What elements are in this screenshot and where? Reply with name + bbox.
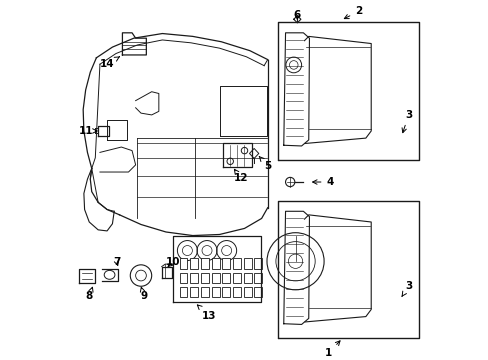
Bar bbox=[201, 258, 208, 269]
Bar bbox=[222, 287, 230, 297]
Bar bbox=[179, 258, 187, 269]
Text: 13: 13 bbox=[197, 305, 216, 320]
Text: 12: 12 bbox=[233, 169, 248, 184]
Text: 1: 1 bbox=[324, 341, 339, 358]
Text: 4: 4 bbox=[312, 177, 333, 187]
Bar bbox=[201, 273, 208, 283]
Bar bbox=[233, 273, 241, 283]
Bar bbox=[244, 258, 251, 269]
Bar bbox=[254, 258, 262, 269]
Bar bbox=[211, 287, 219, 297]
Bar bbox=[244, 273, 251, 283]
Bar bbox=[254, 287, 262, 297]
Text: 7: 7 bbox=[113, 257, 120, 267]
Text: 9: 9 bbox=[140, 287, 147, 301]
Text: 8: 8 bbox=[85, 287, 93, 301]
Bar bbox=[244, 287, 251, 297]
Bar bbox=[233, 287, 241, 297]
Text: 14: 14 bbox=[100, 57, 120, 69]
Text: 10: 10 bbox=[165, 257, 180, 267]
Text: 2: 2 bbox=[344, 6, 362, 19]
Bar bbox=[254, 273, 262, 283]
Bar bbox=[179, 273, 187, 283]
Bar bbox=[222, 273, 230, 283]
Bar bbox=[211, 258, 219, 269]
Bar bbox=[179, 287, 187, 297]
Bar bbox=[222, 258, 230, 269]
Bar bbox=[190, 258, 198, 269]
Text: 3: 3 bbox=[401, 281, 411, 296]
Bar bbox=[190, 287, 198, 297]
Bar bbox=[190, 273, 198, 283]
Bar bbox=[211, 273, 219, 283]
Text: 6: 6 bbox=[293, 10, 300, 20]
Text: 3: 3 bbox=[401, 110, 411, 133]
Bar bbox=[233, 258, 241, 269]
Bar bbox=[201, 287, 208, 297]
Text: 5: 5 bbox=[259, 157, 271, 171]
Text: 11: 11 bbox=[78, 126, 97, 136]
